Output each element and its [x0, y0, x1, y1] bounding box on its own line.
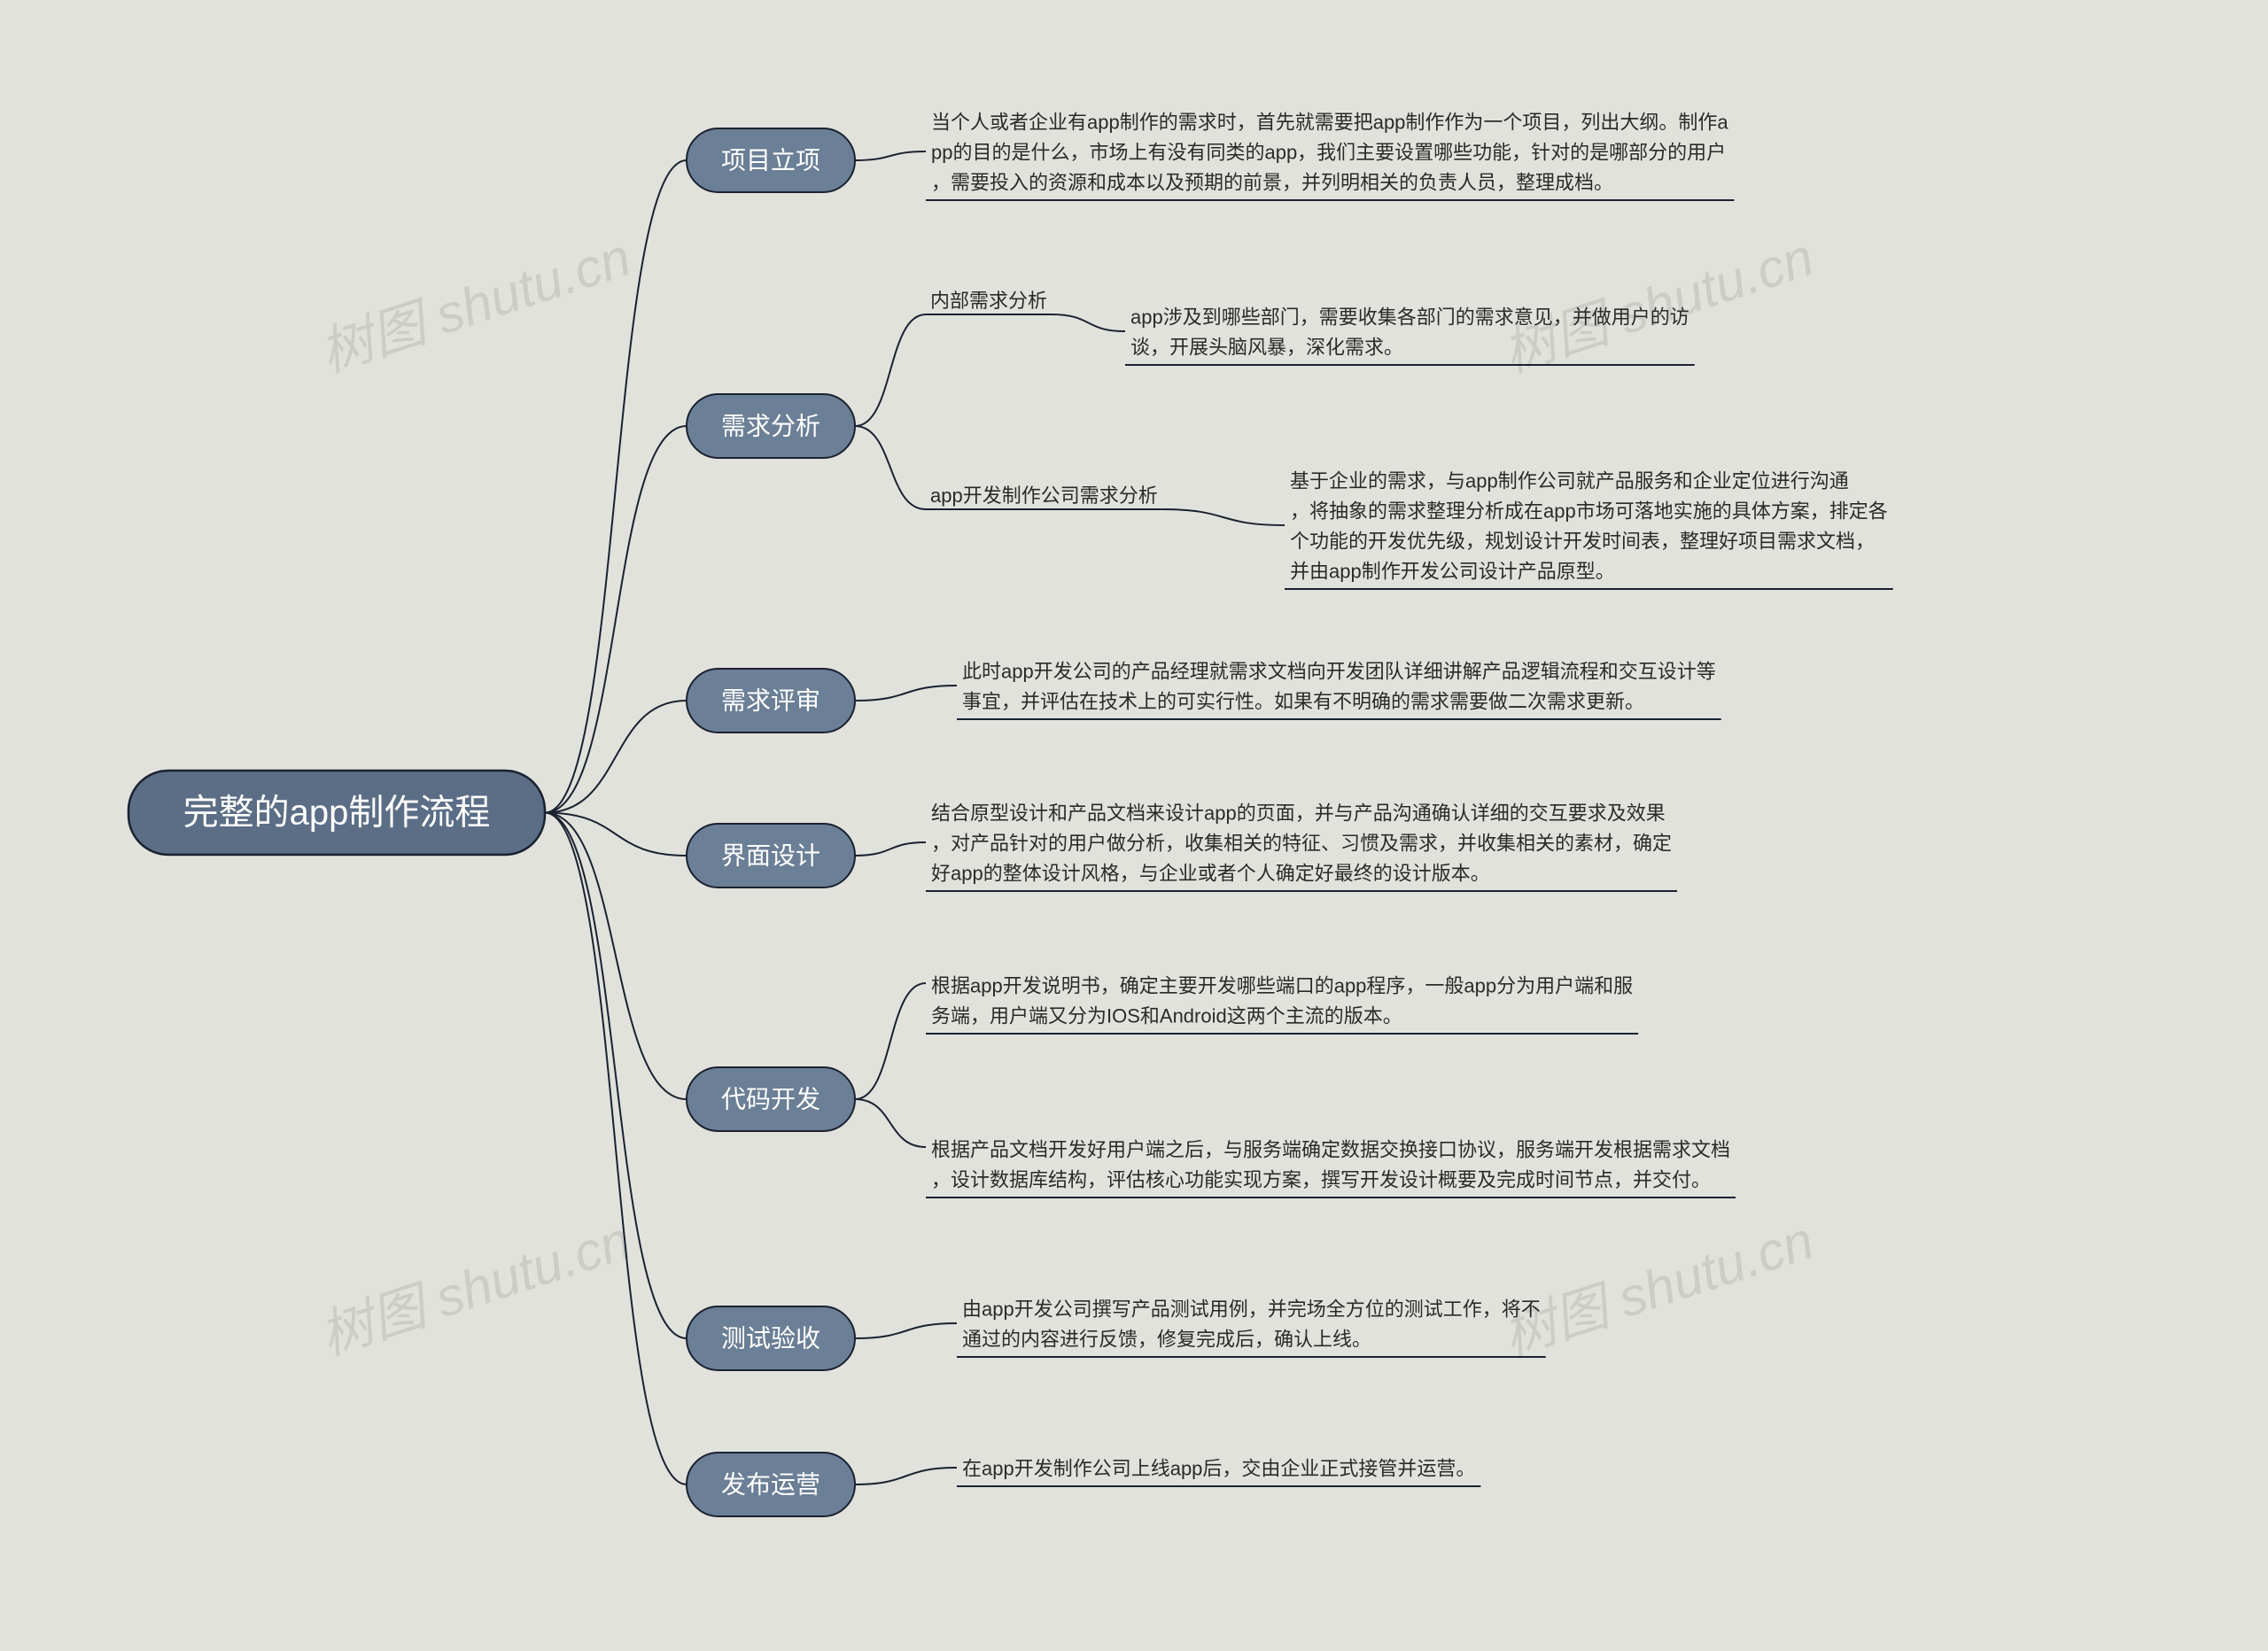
edge-b2a-leaf [1052, 314, 1125, 331]
branch-label-b3: 需求评审 [721, 687, 820, 715]
edge-b2-b2a [855, 314, 926, 426]
leaf-text-b2b: 基于企业的需求，与app制作公司就产品服务和企业定位进行沟通，将抽象的需求整理分… [1290, 470, 1888, 583]
branch-label-b5: 代码开发 [721, 1086, 820, 1113]
edge-b3-leaf [855, 686, 957, 701]
leaf-text-b4: 结合原型设计和产品文档来设计app的页面，并与产品沟通确认详细的交互要求及效果，… [931, 802, 1672, 885]
watermark: 树图 shutu.cn [313, 1210, 637, 1366]
branch-label-b1: 项目立项 [721, 147, 820, 174]
edge-b7-leaf [855, 1468, 957, 1484]
edge-b2-b2b [855, 426, 926, 509]
edge-root-b3 [545, 701, 687, 813]
sub-label-b2a: 内部需求分析 [930, 290, 1047, 312]
edge-b6-leaf [855, 1323, 957, 1338]
edge-b1-leaf [855, 151, 926, 160]
leaf-text-b1: 当个人或者企业有app制作的需求时，首先就需要把app制作作为一个项目，列出大纲… [931, 112, 1728, 194]
edge-b4-leaf [855, 842, 926, 856]
branch-label-b7: 发布运营 [721, 1471, 820, 1499]
branch-label-b2: 需求分析 [721, 413, 820, 440]
sub-label-b2b: app开发制作公司需求分析 [930, 484, 1158, 507]
branch-label-b6: 测试验收 [721, 1325, 820, 1353]
leaf-text-b7: 在app开发制作公司上线app后，交由企业正式接管并运营。 [962, 1458, 1475, 1480]
leaf-text-b5b: 根据产品文档开发好用户端之后，与服务端确定数据交换接口协议，服务端开发根据需求文… [931, 1139, 1730, 1191]
leaf-text-b5a: 根据app开发说明书，确定主要开发哪些端口的app程序，一般app分为用户端和服… [931, 975, 1633, 1027]
root-label: 完整的app制作流程 [183, 794, 491, 833]
edge-b5-b5b [855, 1099, 926, 1147]
edge-root-b7 [545, 813, 687, 1485]
edge-root-b5 [545, 813, 687, 1100]
leaf-text-b6: 由app开发公司撰写产品测试用例，并完场全方位的测试工作，将不通过的内容进行反馈… [962, 1298, 1541, 1351]
branch-label-b4: 界面设计 [721, 842, 820, 870]
watermark: 树图 shutu.cn [1495, 227, 1820, 383]
leaf-text-b3: 此时app开发公司的产品经理就需求文档向开发团队详细讲解产品逻辑流程和交互设计等… [962, 661, 1716, 713]
edge-b2b-leaf [1162, 509, 1285, 525]
watermark: 树图 shutu.cn [1495, 1210, 1820, 1366]
edge-b5-b5a [855, 983, 926, 1099]
watermark: 树图 shutu.cn [313, 227, 637, 383]
